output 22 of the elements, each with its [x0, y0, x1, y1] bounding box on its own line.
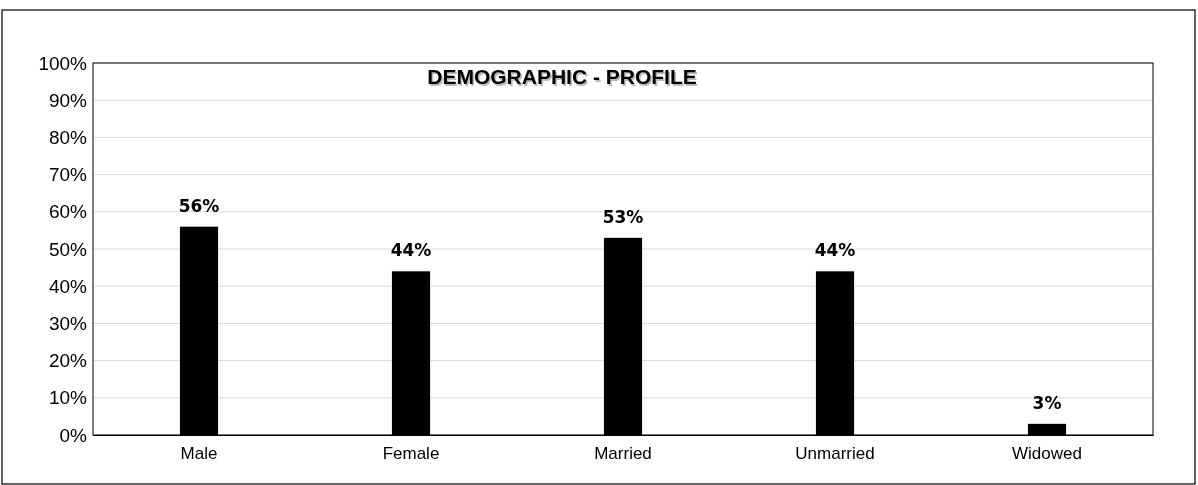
x-tick-label: Male [180, 444, 218, 464]
y-tick-label: 50% [48, 238, 88, 260]
y-tick-label: 60% [48, 201, 88, 223]
data-label: 44% [390, 240, 432, 261]
y-tick-label: 20% [48, 350, 88, 372]
x-tick-label: Female [382, 444, 440, 464]
data-label: 3% [1032, 392, 1062, 413]
x-tick-label: Unmarried [795, 444, 875, 464]
x-tick-label: Widowed [1012, 444, 1082, 464]
y-tick-label: 70% [48, 164, 88, 186]
x-tick-label: Married [594, 444, 652, 464]
data-label: 56% [178, 195, 220, 216]
y-tick-label: 90% [48, 89, 88, 111]
y-tick-label: 10% [48, 387, 88, 409]
y-tick-label: 80% [48, 126, 88, 148]
y-tick-label: 40% [48, 275, 88, 297]
y-tick-label: 100% [38, 52, 88, 74]
y-tick-label: 0% [59, 424, 88, 446]
data-label: 53% [602, 206, 644, 227]
chart-title: DEMOGRAPHIC - PROFILE [427, 65, 697, 88]
data-label: 44% [814, 240, 856, 261]
y-tick-label: 30% [48, 312, 88, 334]
